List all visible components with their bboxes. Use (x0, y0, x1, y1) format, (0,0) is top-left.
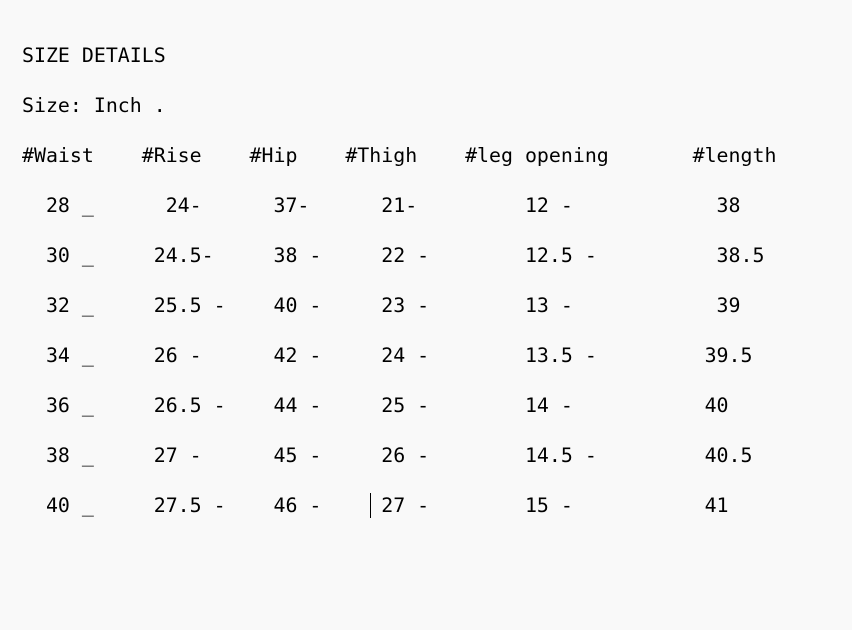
document-title: SIZE DETAILS (22, 44, 166, 67)
size-row-34: 34 _ 26 - 42 - 24 - 13.5 - 39.5 (22, 344, 753, 367)
size-row-30: 30 _ 24.5- 38 - 22 - 12.5 - 38.5 (22, 244, 765, 267)
text-cursor (370, 493, 371, 518)
size-unit-line: Size: Inch . (22, 94, 166, 117)
size-row-32: 32 _ 25.5 - 40 - 23 - 13 - 39 (22, 294, 741, 317)
size-row-38: 38 _ 27 - 45 - 26 - 14.5 - 40.5 (22, 444, 753, 467)
column-header-line: #Waist #Rise #Hip #Thigh #leg opening #l… (22, 144, 777, 167)
text-document[interactable]: SIZE DETAILS Size: Inch . #Waist #Rise #… (22, 31, 776, 531)
size-row-40: 40 _ 27.5 - 46 - 27 - 15 - 41 (22, 494, 729, 517)
size-row-28: 28 _ 24- 37- 21- 12 - 38 (22, 194, 741, 217)
size-row-36: 36 _ 26.5 - 44 - 25 - 14 - 40 (22, 394, 729, 417)
